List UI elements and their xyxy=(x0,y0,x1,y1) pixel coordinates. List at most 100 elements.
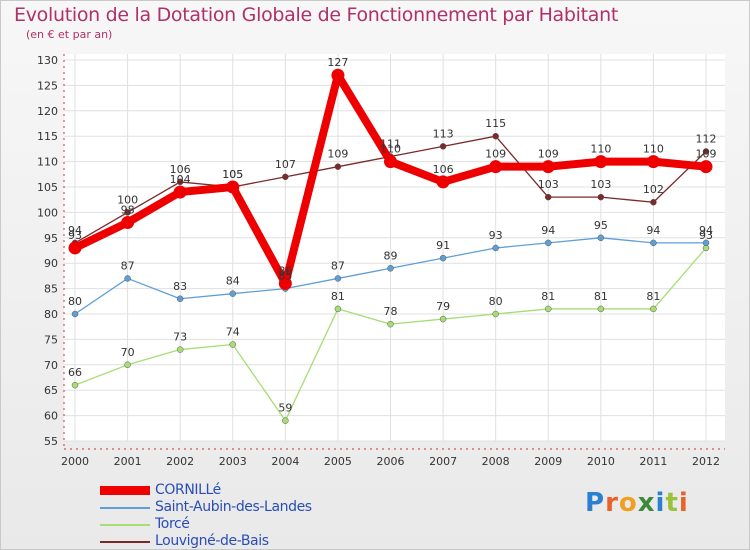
data-label: 93 xyxy=(489,229,503,242)
proxiti-logo: Proxiti xyxy=(585,488,689,518)
data-label: 111 xyxy=(380,138,401,151)
chart-subtitle: (en € et par an) xyxy=(26,28,113,41)
data-point xyxy=(334,275,342,282)
data-label: 109 xyxy=(485,148,506,161)
data-label: 127 xyxy=(327,56,348,69)
data-label: 87 xyxy=(121,259,135,272)
data-label: 106 xyxy=(433,163,454,176)
data-point xyxy=(124,275,131,282)
data-label: 81 xyxy=(541,290,555,303)
data-point xyxy=(650,198,657,206)
data-label: 91 xyxy=(436,239,450,252)
data-point xyxy=(384,155,397,169)
data-point xyxy=(699,160,713,174)
data-label: 102 xyxy=(643,183,664,196)
data-point xyxy=(545,239,552,247)
data-point xyxy=(176,178,184,186)
data-point xyxy=(439,254,447,262)
legend-swatch xyxy=(100,524,150,526)
data-point xyxy=(331,68,345,82)
x-tick-label: 2008 xyxy=(482,455,510,468)
data-label: 80 xyxy=(68,295,82,308)
data-label: 84 xyxy=(226,275,240,288)
x-tick-label: 2011 xyxy=(639,455,667,468)
y-tick-label: 100 xyxy=(37,206,58,219)
data-point xyxy=(387,265,394,272)
x-tick-label: 2004 xyxy=(271,455,299,468)
data-point xyxy=(597,193,605,201)
x-tick-label: 2000 xyxy=(61,455,89,468)
legend-swatch xyxy=(100,541,150,543)
data-label: 106 xyxy=(170,163,191,176)
legend-label: Louvigné-de-Bais xyxy=(155,533,269,549)
data-label: 74 xyxy=(226,325,240,338)
data-label: 110 xyxy=(380,143,401,156)
data-point xyxy=(597,305,605,313)
x-tick-label: 2012 xyxy=(692,455,720,468)
data-point xyxy=(545,193,552,201)
x-tick-label: 2001 xyxy=(114,455,142,468)
data-point xyxy=(489,160,503,174)
data-point xyxy=(436,175,450,189)
data-point xyxy=(545,305,552,313)
data-point xyxy=(541,160,555,174)
data-point xyxy=(646,155,660,169)
data-point xyxy=(702,148,710,155)
data-label: 100 xyxy=(117,193,138,206)
y-tick-label: 130 xyxy=(37,54,58,67)
legend-label: Torcé xyxy=(155,516,190,532)
data-point xyxy=(387,320,394,328)
data-label: 110 xyxy=(643,143,664,156)
y-tick-label: 55 xyxy=(44,435,58,448)
data-label: 95 xyxy=(594,219,608,232)
data-label: 80 xyxy=(489,295,503,308)
plot-area xyxy=(64,54,725,441)
data-label: 59 xyxy=(278,402,292,415)
data-label: 94 xyxy=(68,224,82,237)
data-label: 70 xyxy=(121,346,135,359)
data-label: 83 xyxy=(173,280,187,293)
data-point xyxy=(492,244,499,252)
data-point xyxy=(282,417,289,424)
data-point xyxy=(173,185,187,199)
data-label: 93 xyxy=(699,229,713,242)
x-tick-label: 2002 xyxy=(166,455,194,468)
legend-swatch xyxy=(100,507,150,509)
data-point xyxy=(278,277,292,291)
data-point xyxy=(68,241,82,255)
chart-title: Evolution de la Dotation Globale de Fonc… xyxy=(14,4,619,26)
data-label: 89 xyxy=(384,249,398,262)
data-label: 78 xyxy=(384,305,398,318)
data-point xyxy=(439,315,447,323)
data-point xyxy=(71,381,79,389)
data-label: 109 xyxy=(327,148,348,161)
data-label: 98 xyxy=(121,204,135,217)
data-label: 112 xyxy=(696,132,717,145)
data-point xyxy=(124,209,131,216)
data-label: 105 xyxy=(222,168,243,181)
data-label: 81 xyxy=(331,290,345,303)
data-label: 109 xyxy=(538,148,559,161)
x-tick-label: 2007 xyxy=(429,455,457,468)
x-tick-label: 2005 xyxy=(324,455,352,468)
data-label: 93 xyxy=(68,229,82,242)
y-tick-label: 75 xyxy=(44,333,58,346)
data-point xyxy=(229,290,236,297)
y-tick-label: 60 xyxy=(44,410,58,423)
y-tick-label: 125 xyxy=(37,79,58,92)
data-label: 110 xyxy=(590,143,611,156)
data-point xyxy=(650,239,657,247)
data-point xyxy=(124,361,131,369)
data-label: 66 xyxy=(68,366,82,379)
data-point xyxy=(334,163,342,170)
data-label: 81 xyxy=(594,290,608,303)
data-point xyxy=(282,173,289,181)
data-point xyxy=(597,234,605,242)
data-label: 107 xyxy=(275,158,296,171)
data-label: 81 xyxy=(646,290,660,303)
data-label: 103 xyxy=(538,178,559,191)
data-point xyxy=(176,295,184,303)
data-label: 105 xyxy=(222,168,243,181)
data-label: 73 xyxy=(173,331,187,344)
